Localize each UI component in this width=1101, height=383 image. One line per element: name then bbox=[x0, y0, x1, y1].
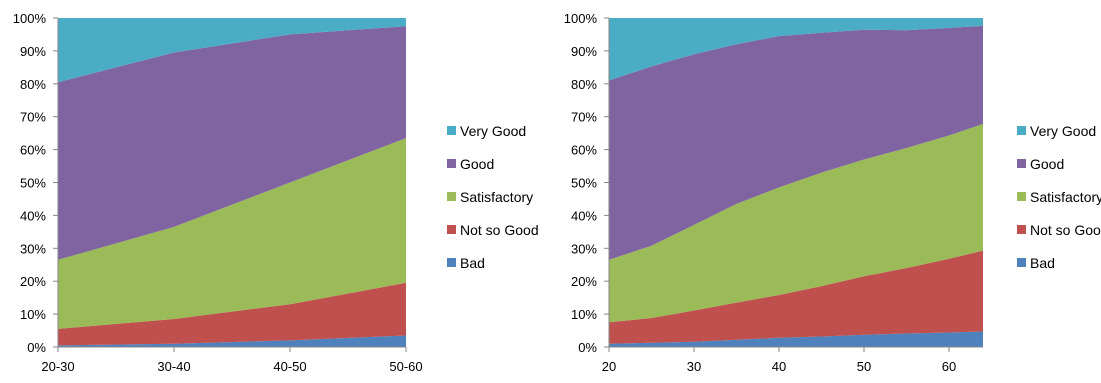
y-tick-label: 90% bbox=[571, 44, 597, 59]
x-tick-label: 50 bbox=[857, 359, 871, 374]
legend-label-not-so-good: Not so Good bbox=[1030, 222, 1101, 238]
y-tick-label: 0% bbox=[578, 340, 597, 355]
y-tick-label: 80% bbox=[571, 77, 597, 92]
legend-label-good: Good bbox=[1030, 156, 1064, 172]
y-tick-label: 40% bbox=[571, 208, 597, 223]
y-tick-label: 70% bbox=[20, 110, 46, 125]
legend-label-not-so-good: Not so Good bbox=[460, 222, 539, 238]
legend-swatch-not-so-good bbox=[447, 225, 456, 234]
x-tick-label: 60 bbox=[942, 359, 956, 374]
chart-age-years: 0% 10% 20% 30% 40% 50% 60% 70% 80% 90% 100% 20 30 40 5… bbox=[551, 0, 1101, 378]
legend-label-satisfactory: Satisfactory bbox=[460, 189, 533, 205]
y-tick-label: 20% bbox=[20, 274, 46, 289]
y-tick-label: 0% bbox=[27, 340, 46, 355]
legend-label-bad: Bad bbox=[1030, 255, 1055, 271]
area-satisfactory bbox=[609, 123, 983, 323]
area-very-good bbox=[609, 18, 983, 81]
stacked-area-chart-age-groups: 0% 10% 20% 30% 40% 50% 60% 70% 80% 90% 100% 20-30 30… bbox=[13, 11, 539, 374]
area-very-good bbox=[58, 18, 406, 83]
y-tick-label: 30% bbox=[20, 241, 46, 256]
x-tick-label: 30-40 bbox=[157, 359, 190, 374]
area-not-so-good bbox=[609, 250, 983, 344]
legend-swatch-satisfactory bbox=[447, 192, 456, 201]
area-not-so-good bbox=[58, 282, 406, 346]
x-tick-label: 40-50 bbox=[273, 359, 306, 374]
legend-swatch-not-so-good bbox=[1017, 225, 1026, 234]
y-tick-label: 40% bbox=[20, 208, 46, 223]
legend-label-very-good: Very Good bbox=[1030, 123, 1096, 139]
y-tick-label: 80% bbox=[20, 77, 46, 92]
legend-swatch-very-good bbox=[447, 126, 456, 135]
area-good bbox=[609, 25, 983, 260]
x-tick-label: 40 bbox=[772, 359, 786, 374]
y-tick-label: 60% bbox=[20, 143, 46, 158]
y-tick-label: 90% bbox=[20, 44, 46, 59]
y-tick-label: 10% bbox=[571, 307, 597, 322]
y-tick-label: 20% bbox=[571, 274, 597, 289]
area-bad bbox=[609, 331, 983, 347]
area-bad bbox=[58, 335, 406, 347]
y-tick-label: 30% bbox=[571, 241, 597, 256]
area-good bbox=[58, 26, 406, 260]
y-tick-label: 100% bbox=[13, 11, 47, 26]
legend-swatch-satisfactory bbox=[1017, 192, 1026, 201]
legend-swatch-very-good bbox=[1017, 126, 1026, 135]
y-tick-label: 70% bbox=[571, 110, 597, 125]
area-satisfactory bbox=[58, 138, 406, 329]
chart-age-groups: 0% 10% 20% 30% 40% 50% 60% 70% 80% 90% 100% 20-30 30… bbox=[0, 0, 551, 378]
legend-label-bad: Bad bbox=[460, 255, 485, 271]
legend-swatch-good bbox=[1017, 159, 1026, 168]
y-tick-label: 100% bbox=[564, 11, 598, 26]
x-tick-label: 30 bbox=[687, 359, 701, 374]
legend-label-very-good: Very Good bbox=[460, 123, 526, 139]
y-tick-label: 50% bbox=[571, 176, 597, 191]
legend-label-good: Good bbox=[460, 156, 494, 172]
legend-swatch-bad bbox=[1017, 258, 1026, 267]
legend-swatch-good bbox=[447, 159, 456, 168]
legend-swatch-bad bbox=[447, 258, 456, 267]
x-tick-label: 20-30 bbox=[41, 359, 74, 374]
y-tick-label: 10% bbox=[20, 307, 46, 322]
x-tick-label: 20 bbox=[602, 359, 616, 374]
y-tick-label: 50% bbox=[20, 176, 46, 191]
stacked-area-chart-age-years: 0% 10% 20% 30% 40% 50% 60% 70% 80% 90% 100% 20 30 40 5… bbox=[564, 11, 1101, 374]
x-tick-label: 50-60 bbox=[389, 359, 422, 374]
y-tick-label: 60% bbox=[571, 143, 597, 158]
legend-label-satisfactory: Satisfactory bbox=[1030, 189, 1101, 205]
